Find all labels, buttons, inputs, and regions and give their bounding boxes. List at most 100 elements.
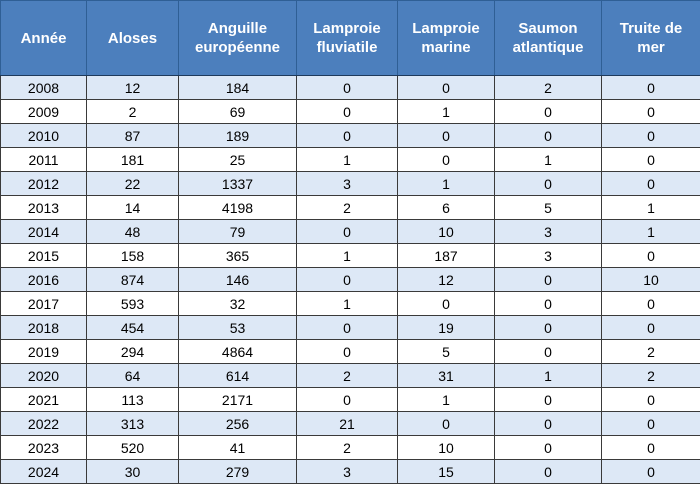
- cell-anguille-europeenne: 32: [178, 291, 297, 316]
- cell-saumon-atlantique: 0: [494, 411, 602, 436]
- cell-truite-de-mer: 0: [601, 171, 700, 196]
- cell-lamproie-fluviatile: 0: [296, 315, 398, 340]
- cell-anguille-europeenne: 41: [178, 435, 297, 460]
- table-row: 2021 113 2171 0 1 0 0: [0, 387, 700, 412]
- table-row: 2014 48 79 0 10 3 1: [0, 219, 700, 244]
- header-aloses: Aloses: [86, 0, 179, 76]
- cell-saumon-atlantique: 5: [494, 195, 602, 220]
- cell-anguille-europeenne: 189: [178, 123, 297, 148]
- table-row: 2012 22 1337 3 1 0 0: [0, 171, 700, 196]
- cell-truite-de-mer: 2: [601, 339, 700, 364]
- cell-lamproie-fluviatile: 3: [296, 459, 398, 484]
- cell-lamproie-fluviatile: 0: [296, 75, 398, 100]
- cell-lamproie-fluviatile: 2: [296, 195, 398, 220]
- cell-anguille-europeenne: 25: [178, 147, 297, 172]
- cell-anguille-europeenne: 2171: [178, 387, 297, 412]
- header-saumon-atlantique: Saumon atlantique: [494, 0, 602, 76]
- cell-annee: 2014: [0, 219, 87, 244]
- cell-lamproie-marine: 19: [397, 315, 495, 340]
- cell-saumon-atlantique: 0: [494, 435, 602, 460]
- cell-annee: 2009: [0, 99, 87, 124]
- table-row: 2023 520 41 2 10 0 0: [0, 435, 700, 460]
- cell-lamproie-fluviatile: 21: [296, 411, 398, 436]
- cell-lamproie-marine: 0: [397, 75, 495, 100]
- header-lamproie-fluviatile: Lamproie fluviatile: [296, 0, 398, 76]
- cell-anguille-europeenne: 146: [178, 267, 297, 292]
- cell-saumon-atlantique: 0: [494, 99, 602, 124]
- cell-lamproie-marine: 10: [397, 219, 495, 244]
- cell-annee: 2010: [0, 123, 87, 148]
- cell-lamproie-marine: 0: [397, 123, 495, 148]
- cell-lamproie-fluviatile: 1: [296, 243, 398, 268]
- cell-anguille-europeenne: 184: [178, 75, 297, 100]
- table-row: 2008 12 184 0 0 2 0: [0, 75, 700, 100]
- cell-lamproie-fluviatile: 0: [296, 387, 398, 412]
- cell-truite-de-mer: 0: [601, 387, 700, 412]
- cell-saumon-atlantique: 0: [494, 459, 602, 484]
- cell-annee: 2024: [0, 459, 87, 484]
- cell-lamproie-marine: 1: [397, 171, 495, 196]
- cell-annee: 2020: [0, 363, 87, 388]
- cell-aloses: 294: [86, 339, 179, 364]
- cell-truite-de-mer: 0: [601, 291, 700, 316]
- cell-aloses: 22: [86, 171, 179, 196]
- cell-lamproie-marine: 0: [397, 147, 495, 172]
- cell-truite-de-mer: 0: [601, 99, 700, 124]
- cell-truite-de-mer: 0: [601, 123, 700, 148]
- cell-lamproie-marine: 5: [397, 339, 495, 364]
- cell-saumon-atlantique: 0: [494, 315, 602, 340]
- cell-lamproie-fluviatile: 1: [296, 291, 398, 316]
- cell-aloses: 181: [86, 147, 179, 172]
- cell-lamproie-marine: 6: [397, 195, 495, 220]
- cell-anguille-europeenne: 4864: [178, 339, 297, 364]
- cell-saumon-atlantique: 3: [494, 219, 602, 244]
- cell-annee: 2019: [0, 339, 87, 364]
- table-row: 2017 593 32 1 0 0 0: [0, 291, 700, 316]
- cell-aloses: 454: [86, 315, 179, 340]
- cell-truite-de-mer: 2: [601, 363, 700, 388]
- cell-aloses: 30: [86, 459, 179, 484]
- table-row: 2019 294 4864 0 5 0 2: [0, 339, 700, 364]
- cell-annee: 2015: [0, 243, 87, 268]
- cell-aloses: 313: [86, 411, 179, 436]
- cell-saumon-atlantique: 0: [494, 387, 602, 412]
- cell-lamproie-fluviatile: 3: [296, 171, 398, 196]
- table-row: 2016 874 146 0 12 0 10: [0, 267, 700, 292]
- cell-truite-de-mer: 0: [601, 411, 700, 436]
- cell-lamproie-marine: 0: [397, 411, 495, 436]
- cell-truite-de-mer: 1: [601, 219, 700, 244]
- cell-anguille-europeenne: 53: [178, 315, 297, 340]
- header-lamproie-marine: Lamproie marine: [397, 0, 495, 76]
- cell-truite-de-mer: 0: [601, 315, 700, 340]
- cell-saumon-atlantique: 0: [494, 123, 602, 148]
- header-annee: Année: [0, 0, 87, 76]
- cell-lamproie-marine: 1: [397, 387, 495, 412]
- cell-annee: 2021: [0, 387, 87, 412]
- cell-truite-de-mer: 0: [601, 147, 700, 172]
- header-truite-de-mer: Truite de mer: [601, 0, 700, 76]
- cell-saumon-atlantique: 0: [494, 171, 602, 196]
- cell-anguille-europeenne: 256: [178, 411, 297, 436]
- cell-anguille-europeenne: 69: [178, 99, 297, 124]
- table-row: 2013 14 4198 2 6 5 1: [0, 195, 700, 220]
- cell-aloses: 2: [86, 99, 179, 124]
- cell-anguille-europeenne: 1337: [178, 171, 297, 196]
- cell-anguille-europeenne: 365: [178, 243, 297, 268]
- cell-saumon-atlantique: 0: [494, 267, 602, 292]
- cell-annee: 2012: [0, 171, 87, 196]
- cell-saumon-atlantique: 2: [494, 75, 602, 100]
- cell-aloses: 48: [86, 219, 179, 244]
- table-row: 2024 30 279 3 15 0 0: [0, 459, 700, 484]
- cell-aloses: 158: [86, 243, 179, 268]
- cell-anguille-europeenne: 79: [178, 219, 297, 244]
- table-row: 2011 181 25 1 0 1 0: [0, 147, 700, 172]
- table-body: 2008 12 184 0 0 2 0 2009 2 69 0 1 0 0 2010 87 189 0 0 0 0 201…: [0, 75, 700, 484]
- cell-aloses: 874: [86, 267, 179, 292]
- cell-saumon-atlantique: 1: [494, 147, 602, 172]
- cell-saumon-atlantique: 0: [494, 339, 602, 364]
- cell-annee: 2017: [0, 291, 87, 316]
- cell-aloses: 87: [86, 123, 179, 148]
- table-row: 2009 2 69 0 1 0 0: [0, 99, 700, 124]
- cell-lamproie-marine: 31: [397, 363, 495, 388]
